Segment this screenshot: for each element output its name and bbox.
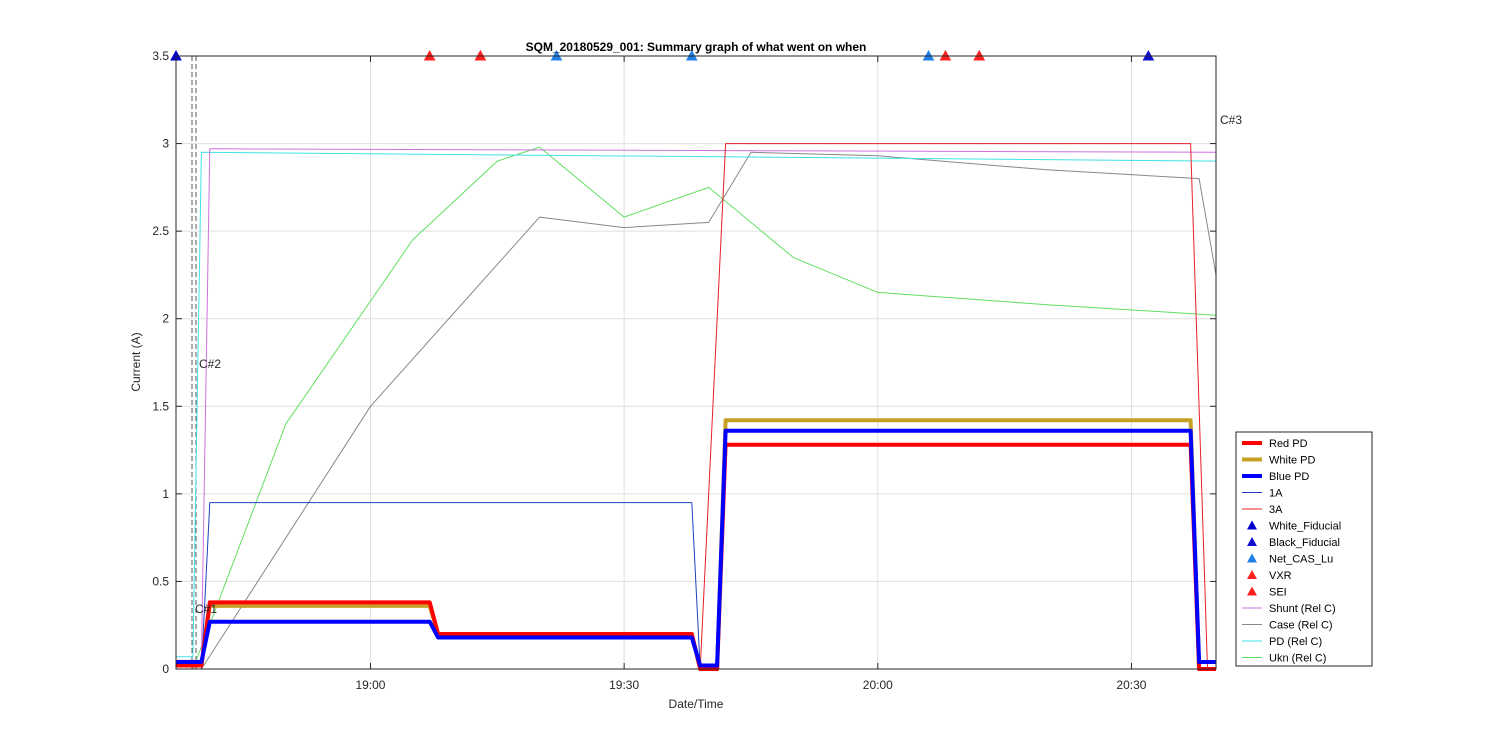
- legend-label-blue-pd: Blue PD: [1269, 471, 1309, 483]
- legend-swatch-white-fiducial: [1247, 520, 1257, 530]
- legend-swatch-vxr: [1247, 570, 1257, 579]
- series-blue-pd: [176, 428, 1216, 668]
- series-pd-rel-c: [176, 151, 1217, 658]
- y-tick-label: 2: [162, 312, 169, 326]
- y-tick-label: 3.5: [152, 49, 169, 63]
- annotation-c3: C#3: [1220, 113, 1242, 127]
- y-tick-label: 2.5: [152, 224, 169, 238]
- legend-label-ukn-rel-c: Ukn (Rel C): [1269, 653, 1326, 665]
- legend-label-pd-rel-c: PD (Rel C): [1269, 636, 1322, 648]
- legend-label-shunt-rel-c: Shunt (Rel C): [1269, 603, 1336, 615]
- y-tick-label: 0.5: [152, 574, 169, 588]
- y-tick-label: 3: [162, 137, 169, 151]
- x-tick-label: 20:30: [1116, 678, 1146, 692]
- legend-label-vxr: VXR: [1269, 570, 1292, 582]
- legend-label-case-rel-c: Case (Rel C): [1269, 620, 1333, 632]
- y-axis-label: Current (A): [129, 332, 143, 391]
- legend-label-white-fiducial: White_Fiducial: [1269, 521, 1341, 533]
- x-axis-label: Date/Time: [669, 697, 724, 711]
- chart-title: SQM_20180529_001: Summary graph of what …: [526, 40, 867, 54]
- legend-label-sei: SEI: [1269, 587, 1287, 599]
- legend: Red PD White PD Blue PD 1A 3A White_Fiducial B…: [1235, 431, 1373, 667]
- y-tick-label: 1.5: [152, 399, 169, 413]
- annotation-c2: C#2: [199, 357, 221, 371]
- y-tick-label: 0: [162, 662, 169, 676]
- x-tick-label: 19:00: [355, 678, 385, 692]
- legend-label-3a: 3A: [1269, 504, 1283, 516]
- plot-frame: [175, 55, 1217, 670]
- series-ukn-rel-c: [192, 146, 1217, 670]
- legend-label-red-pd: Red PD: [1269, 438, 1308, 450]
- legend-swatch-sei: [1247, 586, 1257, 596]
- legend-label-net-cas-lu: Net_CAS_Lu: [1269, 554, 1333, 566]
- legend-label-black-fiducial: Black_Fiducial: [1269, 537, 1340, 549]
- legend-label-1a: 1A: [1269, 488, 1283, 500]
- x-tick-label: 19:30: [609, 678, 639, 692]
- x-tick-label: 20:00: [863, 678, 893, 692]
- legend-swatch-black-fiducial: [1247, 537, 1257, 546]
- legend-label-white-pd: White PD: [1269, 455, 1316, 467]
- axis-ticks: 0 0.5 1 1.5 2 2.5 3 3.5 19:00 19:30 20:00 20:30: [152, 49, 1216, 692]
- plot-area: [176, 56, 1216, 669]
- series-case-rel-c: [200, 151, 1217, 670]
- annotation-c1: C#1: [195, 602, 217, 616]
- y-tick-label: 1: [162, 487, 169, 501]
- legend-box: [1235, 431, 1373, 667]
- legend-swatch-net-cas-lu: [1247, 553, 1257, 563]
